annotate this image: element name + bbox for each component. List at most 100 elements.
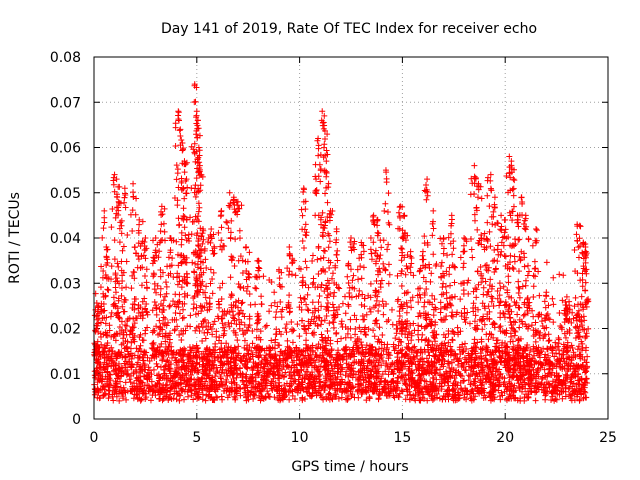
roti-point — [144, 311, 151, 318]
roti-point — [320, 144, 327, 151]
roti-point — [173, 176, 180, 183]
roti-point — [302, 341, 309, 348]
roti-point — [317, 371, 324, 378]
roti-point — [228, 291, 235, 298]
roti-point — [230, 197, 237, 204]
roti-point — [439, 357, 446, 364]
y-tick-labels: 00.010.020.030.040.050.060.070.08 — [50, 50, 81, 428]
roti-point — [173, 369, 180, 376]
roti-point — [568, 357, 575, 364]
roti-point — [336, 285, 343, 292]
roti-point — [271, 299, 278, 306]
roti-point — [260, 376, 267, 383]
roti-point — [578, 338, 585, 345]
roti-point — [274, 303, 281, 310]
roti-point — [101, 207, 108, 214]
roti-point — [275, 268, 282, 275]
roti-point — [398, 325, 405, 332]
roti-point — [195, 213, 202, 220]
roti-point — [463, 388, 470, 395]
roti-point — [396, 369, 403, 376]
roti-point — [107, 377, 114, 384]
roti-point — [307, 382, 314, 389]
roti-point — [239, 257, 246, 264]
roti-point — [143, 394, 150, 401]
roti-point — [139, 218, 146, 225]
roti-point — [499, 392, 506, 399]
roti-point — [373, 287, 380, 294]
roti-point — [238, 300, 245, 307]
roti-point — [111, 171, 118, 178]
roti-point — [480, 313, 487, 320]
roti-point — [417, 346, 424, 353]
roti-point — [490, 365, 497, 372]
roti-point — [163, 283, 170, 290]
roti-point — [228, 217, 235, 224]
roti-point — [209, 276, 216, 283]
roti-point — [178, 364, 185, 371]
roti-point — [261, 354, 268, 361]
roti-point — [424, 192, 431, 199]
roti-point — [254, 257, 261, 264]
roti-point — [238, 319, 245, 326]
roti-point — [318, 214, 325, 221]
roti-point — [470, 308, 477, 315]
roti-point — [388, 361, 395, 368]
roti-point — [450, 397, 457, 404]
roti-point — [127, 327, 134, 334]
roti-point — [431, 359, 438, 366]
roti-point — [375, 336, 382, 343]
roti-point — [162, 316, 169, 323]
roti-point — [432, 319, 439, 326]
roti-point — [410, 344, 417, 351]
roti-point — [418, 371, 425, 378]
roti-point — [540, 335, 547, 342]
roti-point — [163, 387, 170, 394]
roti-point — [362, 332, 369, 339]
roti-point — [257, 397, 264, 404]
roti-point — [558, 388, 565, 395]
roti-point — [177, 126, 184, 133]
roti-point — [568, 342, 575, 349]
roti-point — [103, 261, 110, 268]
roti-point — [357, 362, 364, 369]
roti-point — [199, 278, 206, 285]
roti-point — [416, 380, 423, 387]
roti-point — [452, 351, 459, 358]
roti-point — [197, 265, 204, 272]
roti-point — [397, 360, 404, 367]
roti-point — [358, 242, 365, 249]
roti-point — [165, 361, 172, 368]
roti-point — [551, 353, 558, 360]
roti-point — [530, 348, 537, 355]
roti-point — [407, 371, 414, 378]
roti-point — [295, 376, 302, 383]
roti-point — [134, 388, 141, 395]
roti-point — [411, 343, 418, 350]
roti-point — [366, 393, 373, 400]
roti-point — [135, 309, 142, 316]
roti-point — [351, 350, 358, 357]
roti-point — [498, 389, 505, 396]
roti-point — [207, 239, 214, 246]
roti-point — [190, 146, 197, 153]
roti-point — [335, 284, 342, 291]
roti-point — [297, 266, 304, 273]
roti-point — [356, 336, 363, 343]
roti-point — [393, 330, 400, 337]
roti-point — [223, 310, 230, 317]
roti-point — [568, 397, 575, 404]
roti-point — [385, 190, 392, 197]
roti-point — [386, 352, 393, 359]
roti-point — [416, 364, 423, 371]
roti-point — [360, 264, 367, 271]
roti-point — [254, 383, 261, 390]
roti-point — [266, 308, 273, 315]
roti-point — [174, 370, 181, 377]
roti-point — [314, 137, 321, 144]
roti-point — [218, 369, 225, 376]
roti-point — [423, 386, 430, 393]
roti-point — [338, 366, 345, 373]
roti-point — [181, 345, 188, 352]
